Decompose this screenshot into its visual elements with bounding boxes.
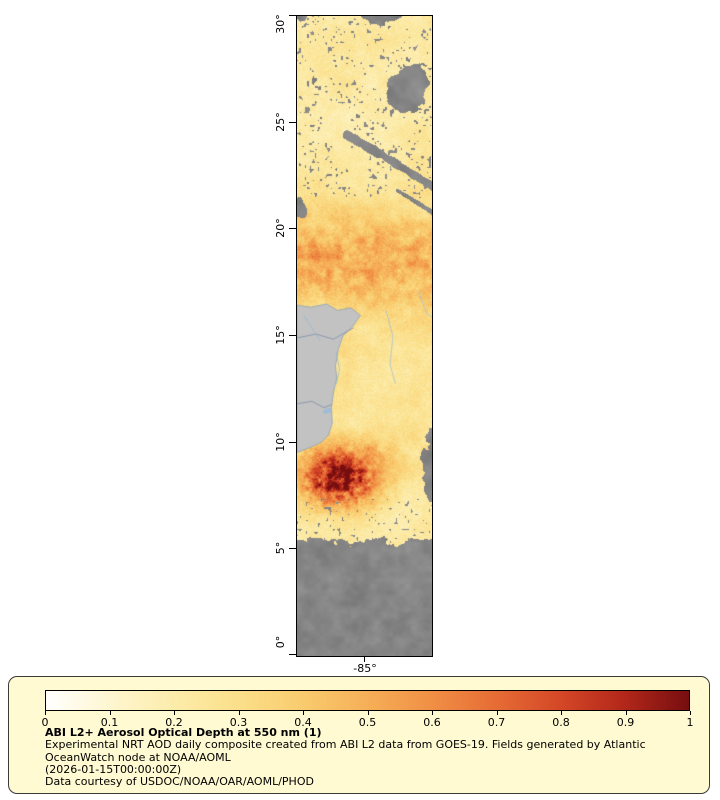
colorbar-gradient xyxy=(45,690,690,711)
colorbar-tick-label: 0.3 xyxy=(229,716,248,729)
colorbar-tick xyxy=(690,711,691,715)
lat-tick-label: 0° xyxy=(274,635,287,649)
colorbar-tick-label: 0.5 xyxy=(358,716,377,729)
colorbar-tick-label: 0 xyxy=(41,716,49,729)
lon-tick-label: -85° xyxy=(353,662,377,675)
colorbar-tick xyxy=(174,711,175,715)
colorbar-scale: 0 0.1 0.2 0.3 0.4 0.5 0.6 0.7 0.8 0.9 1 xyxy=(41,690,694,730)
lat-tick xyxy=(289,228,296,229)
aod-raster-map xyxy=(297,16,432,656)
lat-tick-label: 20° xyxy=(274,218,287,238)
lat-tick xyxy=(289,654,296,655)
colorbar-tick xyxy=(432,711,433,715)
legend-text-block: ABI L2+ Aerosol Optical Depth at 550 nm … xyxy=(45,726,700,789)
colorbar-tick-label: 0.9 xyxy=(616,716,635,729)
colorbar-tick xyxy=(496,711,498,715)
lat-tick-label: 10° xyxy=(274,432,287,452)
colorbar-tick-label: 0.1 xyxy=(100,716,119,729)
lat-tick xyxy=(289,442,296,443)
lat-tick-label: 15° xyxy=(274,325,287,345)
colorbar-tick xyxy=(367,711,369,715)
colorbar-tick xyxy=(238,711,240,715)
colorbar-tick xyxy=(303,711,304,715)
legend-credit: Data courtesy of USDOC/NOAA/OAR/AOML/PHO… xyxy=(45,775,314,789)
lat-tick xyxy=(289,548,296,549)
colorbar-tick xyxy=(625,711,627,715)
lat-tick xyxy=(289,122,296,123)
colorbar-tick-label: 0.4 xyxy=(294,716,312,729)
map-panel xyxy=(296,15,433,657)
colorbar-tick-label: 0.2 xyxy=(165,716,183,729)
colorbar-tick-label: 0.7 xyxy=(487,716,506,729)
colorbar-tick-label: 0.6 xyxy=(423,716,441,729)
lon-tick xyxy=(364,657,365,662)
legend-description: Experimental NRT AOD daily composite cre… xyxy=(45,738,646,764)
lat-tick xyxy=(289,15,296,16)
legend-timestamp: (2026-01-15T00:00:00Z) xyxy=(45,762,182,776)
colorbar-tick-label: 0.8 xyxy=(552,716,570,729)
lat-tick-label: 5° xyxy=(274,541,287,555)
colorbar-legend: 0 0.1 0.2 0.3 0.4 0.5 0.6 0.7 0.8 0.9 1 … xyxy=(8,676,710,794)
colorbar-tick xyxy=(45,711,46,715)
lat-tick-label: 25° xyxy=(274,112,287,132)
colorbar-tick xyxy=(561,711,562,715)
legend-title: ABI L2+ Aerosol Optical Depth at 550 nm … xyxy=(45,726,322,739)
lat-tick-label: 30° xyxy=(274,14,287,34)
colorbar-tick-label: 1 xyxy=(686,716,694,729)
colorbar-tick xyxy=(109,711,111,715)
lat-tick xyxy=(289,335,296,336)
